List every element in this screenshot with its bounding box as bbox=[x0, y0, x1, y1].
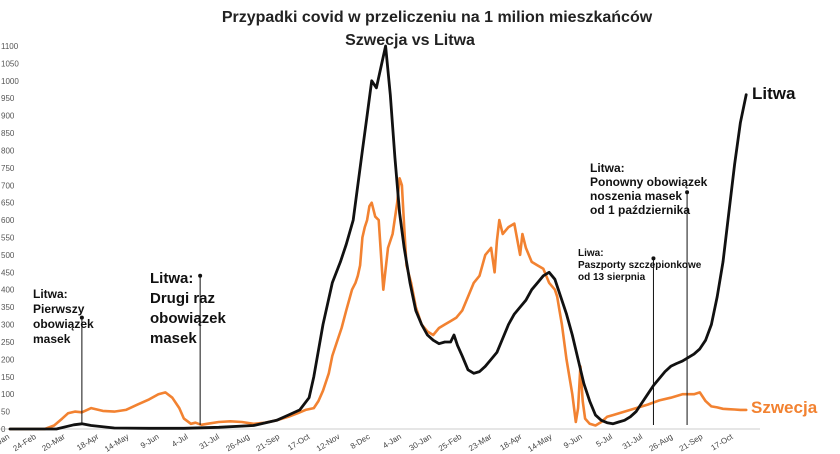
annotation-text: od 13 sierpnia bbox=[578, 272, 646, 283]
y-tick-label: 1050 bbox=[1, 59, 19, 68]
y-tick-label: 950 bbox=[1, 94, 15, 103]
x-tick-label: 26-Aug bbox=[648, 432, 675, 453]
y-tick-label: 150 bbox=[1, 373, 15, 382]
y-tick-label: 1100 bbox=[1, 42, 19, 51]
annotation-text: Ponowny obowiązek bbox=[590, 175, 708, 189]
x-tick-label: 21-Sep bbox=[678, 432, 705, 454]
y-tick-label: 350 bbox=[1, 303, 15, 312]
x-tick-label: 31-Jul bbox=[198, 432, 221, 451]
annotations-layer: Litwa:PierwszyobowiązekmasekLitwa:Drugi … bbox=[33, 161, 708, 425]
y-tick-label: 500 bbox=[1, 251, 15, 260]
annotation-text: obowiązek bbox=[150, 310, 227, 327]
y-tick-label: 400 bbox=[1, 286, 15, 295]
legend-litwa: Litwa bbox=[752, 84, 796, 103]
x-tick-label: 1-Jan bbox=[0, 432, 11, 450]
annotation-text: Litwa: bbox=[590, 161, 625, 175]
annotation-text: od 1 października bbox=[590, 203, 690, 217]
x-tick-label: 8-Dec bbox=[349, 432, 372, 451]
y-tick-label: 550 bbox=[1, 234, 15, 243]
y-tick-label: 1000 bbox=[1, 77, 19, 86]
annotation-marker bbox=[651, 256, 656, 261]
y-tick-label: 850 bbox=[1, 129, 15, 138]
annotation-text: obowiązek bbox=[33, 317, 94, 331]
x-tick-label: 17-Oct bbox=[709, 432, 735, 453]
y-tick-label: 700 bbox=[1, 181, 15, 190]
annotation-text: masek bbox=[150, 330, 197, 347]
annotation-text: Drugi raz bbox=[150, 290, 215, 307]
annotation-text: Liwa: bbox=[578, 248, 604, 259]
x-tick-label: 20-Mar bbox=[40, 432, 67, 453]
annotation-ann-2: Litwa: Drugi raz obowiązek masek bbox=[150, 270, 227, 425]
x-tick-label: 18-Apr bbox=[498, 432, 523, 453]
y-tick-label: 100 bbox=[1, 390, 15, 399]
annotation-text: masek bbox=[33, 332, 71, 346]
y-tick-label: 900 bbox=[1, 112, 15, 121]
y-tick-label: 600 bbox=[1, 216, 15, 225]
chart-subtitle: Szwecja vs Litwa bbox=[345, 32, 475, 49]
annotation-text: Litwa: bbox=[150, 270, 193, 287]
x-tick-label: 9-Jun bbox=[139, 432, 161, 450]
series-line-litwa bbox=[8, 44, 748, 431]
x-tick-label: 14-May bbox=[103, 432, 130, 454]
annotation-text: Litwa: bbox=[33, 287, 68, 301]
x-tick-label: 30-Jan bbox=[408, 432, 434, 453]
y-tick-label: 50 bbox=[1, 408, 10, 417]
x-tick-label: 24-Feb bbox=[11, 432, 38, 453]
annotation-marker bbox=[685, 190, 690, 195]
annotation-text: Pierwszy bbox=[33, 302, 85, 316]
y-tick-label: 0 bbox=[1, 425, 6, 434]
x-tick-label: 18-Apr bbox=[75, 432, 100, 453]
y-tick-label: 800 bbox=[1, 146, 15, 155]
x-axis-ticks: 1-Jan 24-Feb 20-Mar 18-Apr 14-May 9-Jun 4-Jul 3… bbox=[0, 432, 735, 454]
annotation-marker bbox=[198, 273, 203, 278]
y-tick-label: 300 bbox=[1, 321, 15, 330]
x-tick-label: 23-Mar bbox=[467, 432, 494, 453]
y-tick-label: 200 bbox=[1, 355, 15, 364]
chart-title: Przypadki covid w przeliczeniu na 1 mili… bbox=[222, 9, 653, 26]
x-tick-label: 4-Jan bbox=[381, 432, 403, 450]
annotation-marker bbox=[79, 315, 84, 320]
x-tick-label: 9-Jun bbox=[562, 432, 584, 450]
x-tick-label: 31-Jul bbox=[621, 432, 644, 451]
x-tick-label: 17-Oct bbox=[286, 432, 312, 453]
annotation-text: noszenia masek bbox=[590, 189, 682, 203]
legend-szwecja: Szwecja bbox=[751, 398, 818, 417]
y-tick-label: 450 bbox=[1, 268, 15, 277]
x-tick-label: 4-Jul bbox=[170, 432, 190, 449]
series-layer bbox=[8, 44, 748, 431]
x-tick-label: 14-May bbox=[526, 432, 553, 454]
x-tick-label: 25-Feb bbox=[437, 432, 464, 453]
x-tick-label: 5-Jul bbox=[594, 432, 614, 449]
x-tick-label: 26-Aug bbox=[224, 432, 251, 453]
y-tick-label: 250 bbox=[1, 338, 15, 347]
y-axis-ticks: 0 50 100 150 200 250 300 350 400 450 500 550 600 650 7… bbox=[1, 42, 19, 434]
x-tick-label: 21-Sep bbox=[255, 432, 282, 454]
y-tick-label: 650 bbox=[1, 199, 15, 208]
annotation-text: Paszporty szczepionkowe bbox=[578, 260, 702, 271]
x-tick-label: 12-Nov bbox=[315, 432, 342, 453]
y-tick-label: 750 bbox=[1, 164, 15, 173]
